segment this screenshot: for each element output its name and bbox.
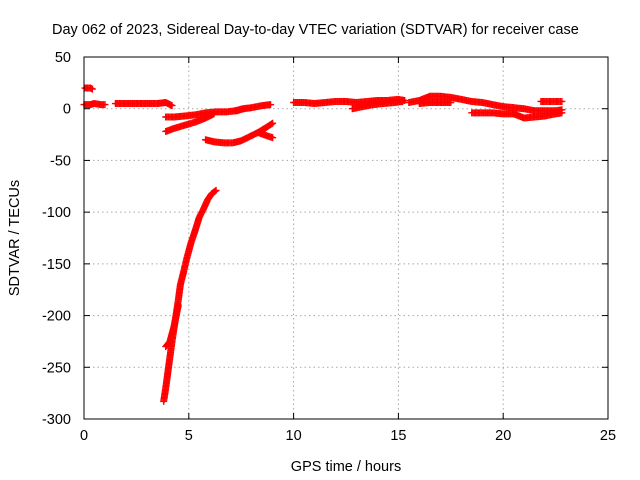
series-0-segment-0 bbox=[81, 84, 96, 93]
data-point bbox=[211, 187, 219, 195]
data-point bbox=[101, 101, 109, 109]
y-tick-label--250: -250 bbox=[42, 360, 71, 376]
x-tick-label-0: 0 bbox=[80, 428, 88, 444]
y-tick-label-50: 50 bbox=[55, 50, 71, 66]
x-tick-label-5: 5 bbox=[185, 428, 193, 444]
data-point bbox=[399, 97, 407, 105]
axes: 0 5 10 15 20 25 50 0 -50 -100 -150 -200 -250 -300 bbox=[42, 50, 616, 444]
y-tick-label--100: -100 bbox=[42, 205, 71, 221]
series-0-segment-7 bbox=[254, 129, 277, 142]
series-0-segment-15 bbox=[537, 97, 566, 105]
chart-title: Day 062 of 2023, Sidereal Day-to-day VTE… bbox=[52, 22, 579, 38]
data-point bbox=[212, 186, 220, 194]
series-0-segment-8 bbox=[160, 186, 220, 405]
data-point bbox=[174, 301, 182, 309]
plot-frame bbox=[83, 56, 609, 420]
y-tick-label--150: -150 bbox=[42, 257, 71, 273]
data-point bbox=[88, 85, 96, 93]
data-series-sdtvar bbox=[80, 84, 566, 405]
y-tick-label-0: 0 bbox=[63, 102, 71, 118]
x-tick-label-15: 15 bbox=[390, 428, 406, 444]
data-point bbox=[210, 110, 218, 118]
data-point bbox=[558, 109, 566, 117]
data-point bbox=[558, 97, 566, 105]
y-tick-label--50: -50 bbox=[50, 153, 71, 169]
series-0-segment-1 bbox=[80, 100, 109, 109]
y-tick-label--300: -300 bbox=[42, 412, 71, 428]
data-point bbox=[269, 119, 277, 127]
series-0-segment-4 bbox=[162, 110, 218, 135]
data-point bbox=[447, 99, 455, 107]
series-0-segment-13 bbox=[415, 99, 455, 108]
x-axis-label: GPS time / hours bbox=[291, 459, 401, 475]
x-tick-label-10: 10 bbox=[286, 428, 302, 444]
series-0-segment-11 bbox=[348, 97, 407, 113]
series-0-segment-2 bbox=[111, 99, 176, 110]
series-0-segment-14 bbox=[468, 109, 566, 122]
y-axis-label: SDTVAR / TECUs bbox=[7, 180, 23, 296]
data-point bbox=[267, 101, 275, 109]
x-tick-label-25: 25 bbox=[600, 428, 616, 444]
x-tick-label-20: 20 bbox=[495, 428, 511, 444]
series-0-segment-5 bbox=[231, 101, 275, 115]
data-point bbox=[168, 102, 176, 110]
series-0-segment-9 bbox=[162, 301, 182, 351]
data-point bbox=[269, 134, 277, 142]
y-tick-label--200: -200 bbox=[42, 309, 71, 325]
